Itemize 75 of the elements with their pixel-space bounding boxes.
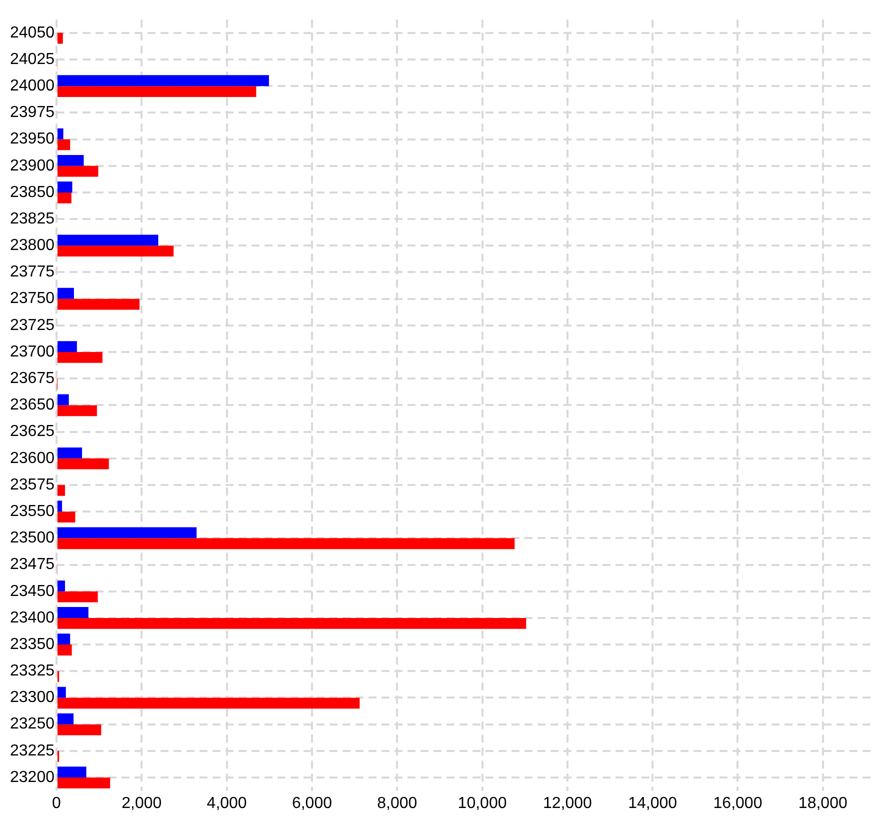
y-tick-label: 23625 [10, 423, 55, 440]
bar [57, 447, 82, 458]
x-tick-label: 2,000 [122, 794, 162, 812]
bar [57, 634, 70, 645]
bar [57, 234, 158, 246]
y-tick-label: 23225 [10, 742, 55, 760]
y-tick-label: 23500 [10, 530, 55, 547]
bar [57, 405, 97, 416]
bar [57, 698, 360, 709]
bar [57, 246, 174, 257]
bar [57, 724, 102, 736]
y-tick-label: 23475 [10, 556, 55, 574]
bar [57, 86, 256, 97]
y-tick-label: 23700 [10, 343, 55, 360]
x-tick-label: 16,000 [713, 794, 762, 812]
y-tick-label: 23950 [10, 130, 55, 148]
y-tick-label: 23750 [10, 290, 55, 308]
y-tick-label: 23675 [10, 370, 55, 388]
y-tick-label: 23800 [10, 237, 55, 254]
bar [57, 352, 102, 363]
y-tick-label: 23300 [10, 689, 55, 706]
bar [57, 766, 86, 778]
bar [57, 288, 74, 299]
bar [57, 298, 140, 310]
y-tick-label: 23200 [10, 768, 55, 786]
bar [57, 182, 72, 192]
bar [57, 394, 69, 406]
bar [57, 75, 269, 86]
y-tick-label: 23575 [10, 476, 55, 494]
y-tick-label: 23650 [10, 396, 55, 414]
bar [57, 607, 88, 618]
bar [57, 192, 72, 204]
bar [57, 154, 84, 166]
y-tick-label: 23975 [10, 104, 55, 122]
y-tick-label: 23825 [10, 210, 55, 228]
bar [57, 128, 64, 140]
bar [57, 32, 63, 44]
bar [57, 458, 109, 470]
x-tick-label: 4,000 [206, 794, 247, 812]
y-tick-label: 23600 [10, 450, 55, 467]
bar [57, 713, 74, 724]
y-tick-label: 24000 [10, 77, 55, 94]
y-tick-label: 24025 [10, 50, 55, 68]
y-tick-label: 23725 [10, 316, 55, 334]
x-tick-label: 6,000 [292, 794, 332, 812]
y-tick-label: 23325 [10, 662, 55, 680]
y-tick-label: 23775 [10, 264, 55, 281]
bar [57, 484, 66, 496]
y-tick-label: 23250 [10, 716, 55, 733]
bar [57, 591, 98, 602]
x-tick-label: 12,000 [542, 794, 592, 812]
x-tick-label: 14,000 [628, 794, 678, 812]
y-tick-label: 23450 [10, 582, 55, 600]
x-tick-label: 8,000 [377, 794, 418, 812]
bar [57, 527, 197, 538]
bar [57, 618, 526, 629]
bar [57, 580, 66, 592]
bar [57, 341, 77, 352]
x-tick-label: 0 [52, 794, 62, 812]
y-tick-label: 23850 [10, 184, 55, 201]
y-tick-label: 23400 [10, 609, 55, 626]
bar [57, 166, 98, 177]
bar [57, 644, 72, 656]
bar [57, 778, 110, 788]
y-tick-label: 24050 [10, 24, 55, 42]
bar [57, 538, 515, 550]
x-tick-label: 10,000 [458, 794, 507, 812]
bar [57, 500, 62, 512]
bar [57, 139, 70, 150]
bar [57, 512, 76, 522]
bar [57, 686, 66, 698]
x-tick-label: 18,000 [798, 794, 848, 812]
y-tick-label: 23900 [10, 157, 55, 174]
y-tick-label: 23350 [10, 636, 55, 653]
y-tick-label: 23550 [10, 502, 55, 520]
